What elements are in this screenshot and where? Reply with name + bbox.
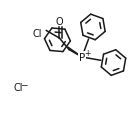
Text: −: − — [20, 80, 28, 89]
Text: P: P — [79, 53, 85, 62]
Text: Cl: Cl — [33, 28, 42, 38]
Text: Cl: Cl — [14, 82, 23, 92]
Text: O: O — [56, 17, 63, 27]
Text: +: + — [84, 49, 91, 58]
